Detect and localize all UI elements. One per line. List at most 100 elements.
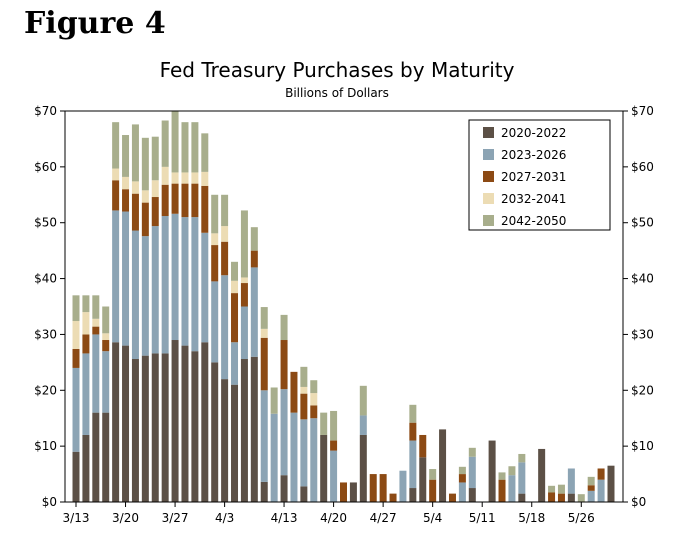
figure-label: Figure 4 <box>24 6 166 41</box>
plot-frame <box>64 110 624 503</box>
bar-segment-2027-2031 <box>260 337 268 391</box>
y-tick-label-right: $30 <box>631 327 654 341</box>
bar-segment-2027-2031 <box>92 326 100 335</box>
y-tick-label-right: $0 <box>631 495 646 509</box>
bar-segment-2027-2031 <box>290 371 298 413</box>
x-tick-label: 5/18 <box>518 511 545 525</box>
bar-segment-2023-2026 <box>191 217 199 352</box>
bar-segment-2027-2031 <box>448 493 456 502</box>
bar-segment-2023-2026 <box>597 479 605 502</box>
legend-label: 2027-2031 <box>501 170 566 184</box>
x-axis: 3/13 3/20 3/27 4/3 4/13 4/20 4/27 5/4 5/11 5/18 5/… <box>63 502 595 525</box>
bar-segment-2042-2050 <box>122 135 130 177</box>
bar-segment-2023-2026 <box>231 342 239 385</box>
legend: 2020-2022 2023-2026 2027-2031 2032-2041 2042… <box>468 119 611 231</box>
bar-segment-2023-2026 <box>587 490 595 502</box>
bar-segment-2020-2022 <box>538 448 546 502</box>
bar-segment-2020-2022 <box>320 434 328 502</box>
bar-segment-2020-2022 <box>181 345 189 502</box>
y-tick-label-left: $20 <box>34 383 57 397</box>
bar-segment-2020-2022 <box>151 353 159 502</box>
legend-label: 2020-2022 <box>501 126 566 140</box>
bar-segment-2020-2022 <box>221 379 229 502</box>
bar-segment-2042-2050 <box>260 307 268 329</box>
y-tick-label-left: $10 <box>34 439 57 453</box>
bar-segment-2027-2031 <box>419 434 427 458</box>
bar-segment-2032-2041 <box>231 280 239 294</box>
bar-segment-2027-2031 <box>548 492 556 502</box>
bar-segment-2023-2026 <box>567 468 575 494</box>
bar-segment-2020-2022 <box>607 465 615 502</box>
bars-layer <box>72 111 615 502</box>
bar-segment-2042-2050 <box>201 133 209 172</box>
y-tick-label-right: $40 <box>631 272 654 286</box>
y-tick-label-right: $20 <box>631 383 654 397</box>
bar-segment-2023-2026 <box>300 419 308 487</box>
bar-segment-2023-2026 <box>240 306 248 360</box>
bar-segment-2042-2050 <box>280 314 288 341</box>
x-tick-label: 3/20 <box>112 511 139 525</box>
bar-segment-2027-2031 <box>112 180 120 211</box>
y-axis: $0 $0 $10 $10 $20 $20 $30 $30 $40 $40 $50 $50 $60 $60… <box>34 104 654 509</box>
legend-label: 2023-2026 <box>501 148 566 162</box>
bar-segment-2042-2050 <box>498 472 506 480</box>
bar-segment-2020-2022 <box>250 356 258 502</box>
bar-segment-2020-2022 <box>231 384 239 502</box>
bar-segment-2042-2050 <box>161 120 169 167</box>
bar-segment-2032-2041 <box>102 333 110 341</box>
bar-segment-2027-2031 <box>340 482 347 502</box>
bar-segment-2042-2050 <box>211 194 219 234</box>
bar-segment-2042-2050 <box>320 412 328 435</box>
bar-segment-2023-2026 <box>122 211 130 346</box>
bar-segment-2032-2041 <box>310 393 318 406</box>
bar-segment-2027-2031 <box>122 189 130 212</box>
bar-segment-2020-2022 <box>419 457 427 502</box>
bar-segment-2027-2031 <box>221 241 229 276</box>
bar-segment-2023-2026 <box>409 440 417 489</box>
bar-segment-2020-2022 <box>280 475 288 502</box>
bar-segment-2023-2026 <box>181 217 189 346</box>
bar-segment-2020-2022 <box>240 359 248 502</box>
bar-segment-2042-2050 <box>72 295 80 322</box>
bar-segment-2023-2026 <box>399 470 407 502</box>
bar-segment-2023-2026 <box>131 230 139 359</box>
y-tick-label-right: $10 <box>631 439 654 453</box>
bar-segment-2027-2031 <box>429 479 437 502</box>
legend-swatch <box>483 193 494 204</box>
bar-segment-2023-2026 <box>141 236 149 356</box>
bar-segment-2042-2050 <box>102 306 110 334</box>
bar-segment-2027-2031 <box>151 197 159 227</box>
bar-segment-2032-2041 <box>201 171 209 186</box>
bar-segment-2042-2050 <box>310 380 318 394</box>
bar-segment-2032-2041 <box>141 190 149 203</box>
bar-segment-2027-2031 <box>181 183 189 218</box>
bar-segment-2027-2031 <box>191 183 199 218</box>
bar-segment-2023-2026 <box>82 353 90 435</box>
bar-segment-2032-2041 <box>82 312 90 335</box>
bar-segment-2020-2022 <box>260 481 268 502</box>
chart-title: Fed Treasury Purchases by Maturity <box>159 58 515 82</box>
bar-segment-2023-2026 <box>201 232 209 343</box>
bar-segment-2027-2031 <box>389 493 397 502</box>
bar-segment-2042-2050 <box>409 404 417 423</box>
bar-segment-2023-2026 <box>102 351 110 413</box>
bar-segment-2020-2022 <box>201 342 209 502</box>
chart-subtitle: Billions of Dollars <box>285 86 389 100</box>
bar-segment-2020-2022 <box>102 412 110 502</box>
bar-segment-2042-2050 <box>82 295 90 313</box>
bar-segment-2032-2041 <box>191 172 199 184</box>
bar-segment-2023-2026 <box>112 210 120 343</box>
bar-segment-2020-2022 <box>518 493 526 502</box>
bar-segment-2023-2026 <box>270 413 278 502</box>
legend-swatch <box>483 149 494 160</box>
legend-label: 2032-2041 <box>501 192 566 206</box>
bar-segment-2027-2031 <box>379 474 387 502</box>
x-tick-label: 5/4 <box>423 511 442 525</box>
bar-segment-2020-2022 <box>161 353 169 502</box>
bar-segment-2032-2041 <box>181 172 189 184</box>
bar-segment-2023-2026 <box>260 390 268 482</box>
y-tick-label-left: $70 <box>34 104 57 118</box>
bar-segment-2020-2022 <box>349 482 357 502</box>
bar-segment-2032-2041 <box>72 321 80 349</box>
bar-segment-2020-2022 <box>300 486 308 502</box>
